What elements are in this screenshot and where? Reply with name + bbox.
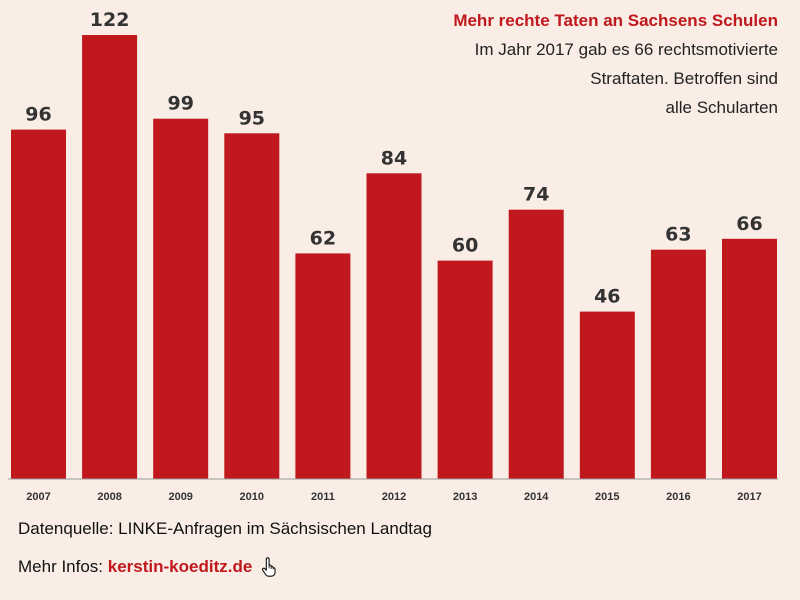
bar-2010: [224, 133, 280, 480]
x-tick-label-2011: 2011: [311, 491, 335, 503]
value-label-2010: 95: [239, 107, 265, 129]
bars-group: [11, 35, 777, 480]
bar-2008: [82, 35, 138, 479]
x-tick-label-2013: 2013: [453, 491, 477, 503]
website-link[interactable]: kerstin-koeditz.de: [107, 557, 253, 576]
bar-2011: [295, 253, 351, 479]
x-tick-label-2017: 2017: [737, 491, 761, 503]
value-label-2009: 99: [167, 93, 193, 115]
more-info-label: Mehr Infos:: [18, 557, 108, 576]
chart-title: Mehr rechte Taten an Sachsens Schulen: [453, 11, 778, 30]
value-label-2015: 46: [594, 286, 620, 308]
bar-2014: [508, 209, 564, 479]
chart-subtitle-line-3: alle Schularten: [665, 98, 778, 117]
value-label-2016: 63: [665, 224, 691, 246]
chart-subtitle-line-1: Im Jahr 2017 gab es 66 rechtsmotivierte: [474, 40, 778, 59]
x-tick-label-2015: 2015: [595, 491, 619, 503]
x-tick-label-2010: 2010: [240, 491, 264, 503]
value-label-2011: 62: [310, 227, 336, 249]
bar-2007: [11, 129, 66, 479]
bar-2012: [366, 173, 422, 480]
value-label-2014: 74: [523, 184, 549, 206]
hand-pointer-icon: [261, 557, 276, 577]
x-tick-label-2009: 2009: [168, 491, 192, 503]
chart-subtitle-line-2: Straftaten. Betroffen sind: [590, 69, 778, 88]
chart-header: Mehr rechte Taten an Sachsens Schulen Im…: [358, 8, 778, 121]
x-tick-label-2012: 2012: [382, 491, 406, 503]
value-labels-group: 96 122 99 95 62 84 60 74 46 63 66: [25, 9, 762, 308]
bar-2015: [579, 311, 635, 479]
bar-2013: [437, 260, 493, 479]
data-source-note: Datenquelle: LINKE-Anfragen im Sächsisch…: [18, 519, 432, 538]
value-label-2017: 66: [736, 213, 762, 235]
x-tick-label-2007: 2007: [26, 491, 50, 503]
bar-2016: [650, 249, 706, 479]
value-label-2008: 122: [90, 9, 130, 31]
value-label-2013: 60: [452, 235, 478, 257]
bar-2017: [722, 238, 777, 479]
bar-2009: [153, 118, 209, 479]
bar-chart: 96 122 99 95 62 84 60 74 46 63 66 2007 2008 2009 2010…: [8, 9, 778, 503]
x-tick-label-2014: 2014: [524, 491, 549, 503]
x-tick-label-2008: 2008: [97, 491, 121, 503]
value-label-2007: 96: [25, 104, 51, 126]
more-info-line: Mehr Infos: kerstin-koeditz.de: [18, 550, 279, 577]
value-label-2012: 84: [381, 147, 407, 169]
x-tick-labels-group: 2007 2008 2009 2010 2011 2012 2013 2014 2015 2016…: [26, 491, 761, 503]
x-tick-label-2016: 2016: [666, 491, 690, 503]
